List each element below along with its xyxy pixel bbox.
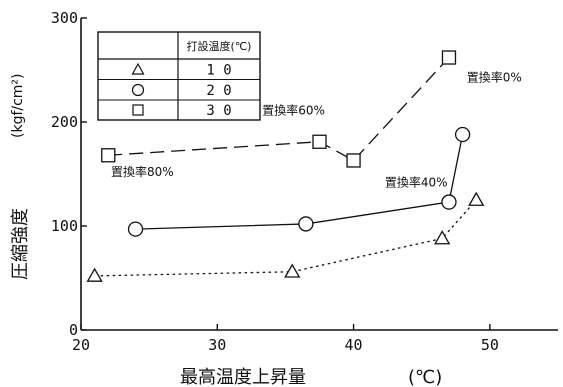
series-points [86, 50, 485, 282]
x-tick-label-3: 50 [481, 336, 499, 354]
legend-entry-2: 2 0 [206, 83, 231, 99]
series-triangle-point-1 [284, 263, 301, 278]
y-axis-title: 圧縮強度 [10, 208, 31, 280]
series-circle-point-1 [298, 216, 314, 232]
legend-symbol-square [132, 104, 144, 116]
legend-symbol-triangle [131, 62, 145, 75]
series-lines [94, 57, 477, 277]
y-tick-label-2: 200 [51, 113, 78, 131]
x-tick-label-2: 40 [345, 336, 363, 354]
series-square-point-0 [101, 148, 116, 163]
series-triangle-point-3 [468, 191, 485, 206]
legend-header: 打設温度(℃) [187, 39, 252, 53]
x-tick-label-0: 20 [72, 336, 90, 354]
legend-symbol-circle [131, 83, 145, 97]
y-axis-unit: (kgf/cm²) [10, 73, 26, 138]
legend: 打設温度(℃) 1 0 2 0 3 0 [97, 31, 261, 121]
x-axis-unit: (℃) [408, 367, 442, 387]
series-triangle-line [94, 199, 477, 277]
annotation-1: 置換率60% [262, 103, 325, 118]
series-circle-point-3 [454, 126, 471, 143]
legend-entry-1: 1 0 [206, 63, 231, 79]
series-square-point-3 [441, 50, 457, 65]
series-circle-point-2 [441, 194, 457, 210]
ticks: 0 100 200 300 20 30 40 50 [51, 9, 499, 354]
x-tick-label-1: 30 [208, 336, 226, 354]
series-circle-point-0 [127, 221, 144, 237]
series-circle-line [135, 134, 464, 230]
series-triangle-point-0 [86, 267, 103, 282]
series-square-line [108, 57, 450, 162]
series-square-point-1 [312, 134, 327, 149]
series-triangle-point-2 [434, 230, 451, 245]
annotation-0: 置換率80% [111, 164, 174, 179]
x-axis-title: 最高温度上昇量 [180, 367, 306, 387]
annotation-3: 置換率0% [467, 69, 522, 84]
axes [80, 18, 558, 331]
y-tick-label-0: 0 [69, 321, 78, 339]
legend-entry-3: 3 0 [206, 103, 231, 119]
series-square-point-2 [346, 153, 361, 168]
legend-frame [97, 31, 261, 121]
y-tick-label-3: 300 [51, 9, 78, 27]
annotation-2: 置換率40% [385, 174, 448, 189]
y-tick-label-1: 100 [51, 217, 78, 235]
annotations: 置換率80% 置換率60% 置換率40% 置換率0% [111, 69, 522, 189]
legend-symbols [131, 62, 145, 116]
